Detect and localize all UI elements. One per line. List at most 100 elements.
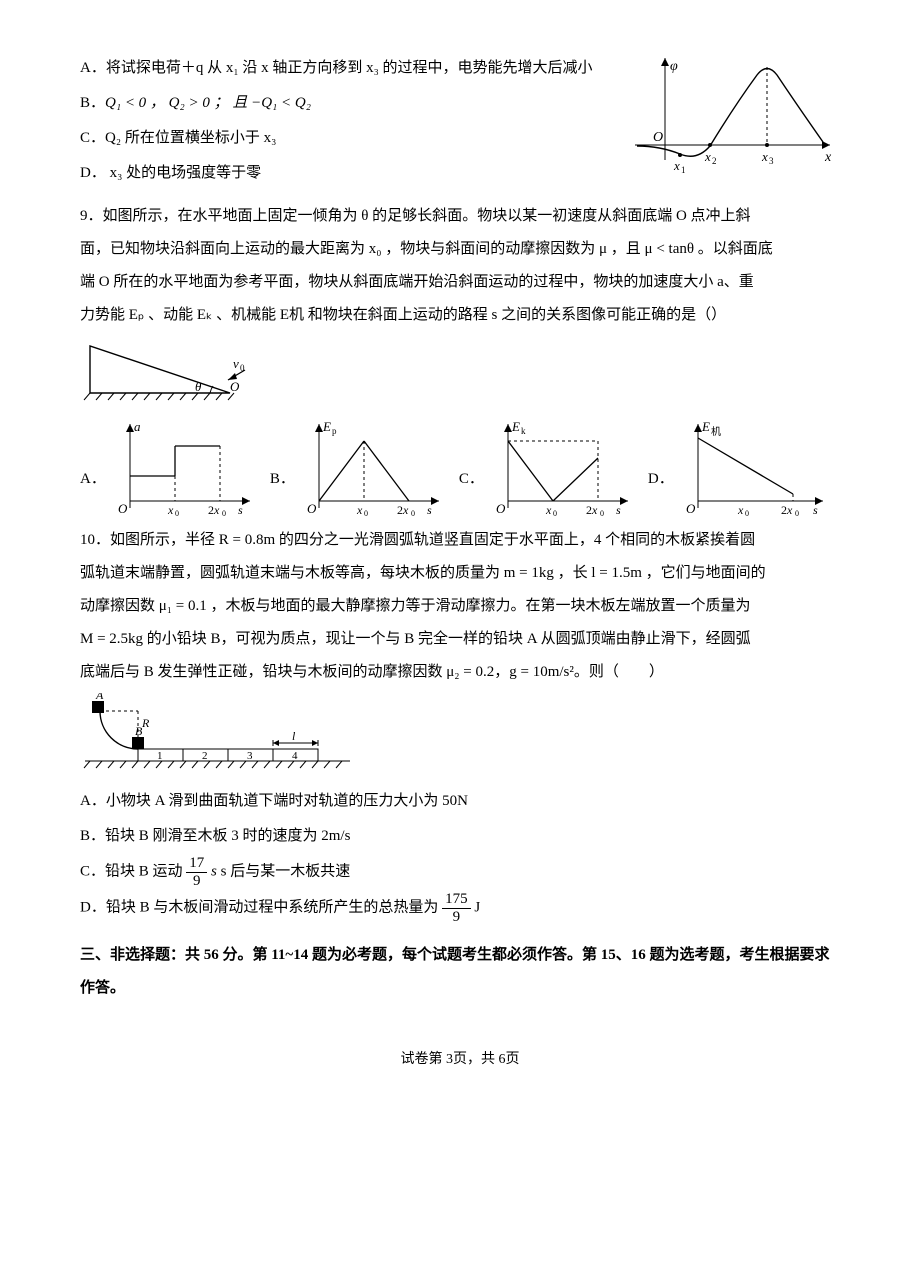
svg-text:s: s: [616, 503, 621, 516]
q9-choice-b: B． O Ep x0 2x0 s: [270, 416, 449, 516]
svg-text:p: p: [332, 426, 337, 436]
q10c-post: s 后与某一木板共速: [217, 863, 350, 879]
q10d-d: 9: [442, 909, 471, 926]
svg-text:0: 0: [795, 509, 799, 516]
q9-s4: 力势能 Eₚ 、动能 Eₖ 、机械能 E机 和物块在斜面上运动的路程 s 之间的…: [80, 299, 840, 332]
svg-text:0: 0: [553, 509, 557, 516]
q8-c-math: Q₂ 所在位置横坐标小于 x₃: [105, 130, 276, 146]
q8-opt-a: A．将试探电荷＋q 从 x₁ 沿 x 轴正方向移到 x₃ 的过程中，电势能先增大…: [80, 52, 625, 85]
q10c-frac: 179: [186, 855, 207, 889]
svg-text:0: 0: [600, 509, 604, 516]
q8-d-math: x₃ 处的电场强度等于零: [106, 165, 261, 181]
svg-text:E: E: [322, 419, 331, 434]
svg-text:2: 2: [202, 750, 208, 762]
q10-s5: 底端后与 B 发生弹性正碰，铅块与木板间的动摩擦因数 μ₂ = 0.2，g = …: [80, 656, 840, 689]
q8-d-pre: D．: [80, 165, 106, 181]
q8-opt-b: B．Q₁ < 0 ， Q₂ > 0 ； 且 −Q₁ < Q₂: [80, 87, 625, 120]
svg-text:R: R: [141, 716, 150, 730]
q8-opt-c: C．Q₂ 所在位置横坐标小于 x₃: [80, 122, 625, 155]
svg-text:机: 机: [711, 425, 721, 438]
svg-text:φ: φ: [670, 59, 678, 74]
q10c-pre: C．铅块 B 运动: [80, 863, 183, 879]
q10-opt-a: A．小物块 A 滑到曲面轨道下端时对轨道的压力大小为 50N: [80, 785, 840, 818]
page-footer: 试卷第 3页，共 6页: [80, 1045, 840, 1076]
svg-text:A: A: [95, 693, 104, 702]
svg-text:0: 0: [222, 509, 226, 516]
svg-text:0: 0: [364, 509, 368, 516]
q10d-pre: D．铅块 B 与木板间滑动过程中系统所产生的总热量为: [80, 899, 438, 915]
svg-text:0: 0: [240, 363, 245, 373]
q10c-n: 17: [186, 855, 207, 873]
q10-stem: 10．如图所示，半径 R = 0.8m 的四分之一光滑圆弧轨道竖直固定于水平面上…: [80, 524, 840, 689]
svg-text:s: s: [427, 503, 432, 516]
svg-text:1: 1: [681, 165, 686, 175]
q8-b-math: Q₁ < 0 ， Q₂ > 0 ； 且 −Q₁ < Q₂: [105, 95, 311, 111]
svg-text:x: x: [761, 149, 768, 164]
svg-text:O: O: [118, 501, 128, 516]
q8-opt-d: D． x₃ 处的电场强度等于零: [80, 157, 625, 190]
q9-lc: C．: [459, 463, 484, 516]
svg-text:2x: 2x: [586, 503, 598, 516]
svg-text:O: O: [496, 501, 506, 516]
q9-ld: D．: [648, 463, 674, 516]
q9-s2: 面，已知物块沿斜面向上运动的最大距离为 x₀ ，物块与斜面间的动摩擦因数为 μ …: [80, 233, 840, 266]
q10-diagram: A R B 1 2 3 4 l: [80, 693, 840, 781]
svg-text:1: 1: [157, 750, 163, 762]
svg-text:x: x: [704, 149, 711, 164]
svg-text:l: l: [292, 729, 296, 743]
svg-text:4: 4: [292, 750, 298, 762]
svg-text:0: 0: [411, 509, 415, 516]
q10-s2: 弧轨道末端静置，圆弧轨道末端与木板等高，每块木板的质量为 m = 1kg ，长 …: [80, 557, 840, 590]
svg-text:2x: 2x: [208, 503, 220, 516]
q8-block: A．将试探电荷＋q 从 x₁ 沿 x 轴正方向移到 x₃ 的过程中，电势能先增大…: [80, 50, 840, 192]
q10d-post: J: [474, 899, 480, 915]
svg-text:E: E: [701, 419, 710, 434]
svg-text:k: k: [521, 426, 526, 436]
svg-text:2: 2: [712, 156, 717, 166]
svg-text:x: x: [545, 503, 552, 516]
q10-opt-d: D．铅块 B 与木板间滑动过程中系统所产生的总热量为 1759 J: [80, 891, 840, 925]
svg-text:O: O: [653, 130, 663, 145]
q9-choice-a: A． O a x0 2x0 s: [80, 416, 260, 516]
q9-la: A．: [80, 463, 106, 516]
q9-incline-diagram: θ v0 O: [80, 338, 840, 408]
svg-text:O: O: [686, 501, 696, 516]
q8-b-pre: B．: [80, 95, 105, 111]
q9-stem: 9．如图所示，在水平地面上固定一倾角为 θ 的足够长斜面。物块以某一初速度从斜面…: [80, 200, 840, 332]
svg-text:0: 0: [745, 509, 749, 516]
svg-text:x: x: [356, 503, 363, 516]
q8-c-pre: C．: [80, 130, 105, 146]
svg-text:x: x: [167, 503, 174, 516]
svg-text:3: 3: [769, 156, 774, 166]
svg-text:O: O: [307, 501, 317, 516]
q10-s3: 动摩擦因数 μ₁ = 0.1 ，木板与地面的最大静摩擦力等于滑动摩擦力。在第一块…: [80, 590, 840, 623]
svg-text:E: E: [511, 419, 520, 434]
q9-choice-c: C． O Ek x0 2x0 s: [459, 416, 638, 516]
svg-text:2x: 2x: [397, 503, 409, 516]
svg-text:B: B: [135, 724, 143, 738]
q10-opt-c: C．铅块 B 运动 179 s s 后与某一木板共速: [80, 855, 840, 889]
svg-text:s: s: [813, 503, 818, 516]
q9-choice-d: D． O E机 x0 2x0 s: [648, 416, 833, 516]
svg-text:x: x: [824, 150, 832, 165]
svg-text:x: x: [737, 503, 744, 516]
section-3-heading: 三、非选择题：共 56 分。第 11~14 题为必考题，每个试题考生都必须作答。…: [80, 939, 840, 1005]
q10-s4: M = 2.5kg 的小铅块 B，可视为质点，现让一个与 B 完全一样的铅块 A…: [80, 623, 840, 656]
q8-graph: φ O x1 x2 x3 x: [625, 50, 840, 180]
svg-text:O: O: [230, 379, 240, 394]
svg-text:x: x: [673, 158, 680, 173]
q10-s1: 10．如图所示，半径 R = 0.8m 的四分之一光滑圆弧轨道竖直固定于水平面上…: [80, 524, 840, 557]
svg-text:0: 0: [175, 509, 179, 516]
q10d-n: 175: [442, 891, 471, 909]
svg-text:2x: 2x: [781, 503, 793, 516]
svg-text:v: v: [233, 356, 239, 371]
svg-text:3: 3: [247, 750, 253, 762]
svg-text:θ: θ: [195, 379, 202, 394]
q10-opt-b: B．铅块 B 刚滑至木板 3 时的速度为 2m/s: [80, 820, 840, 853]
svg-text:a: a: [134, 419, 141, 434]
q9-s1: 9．如图所示，在水平地面上固定一倾角为 θ 的足够长斜面。物块以某一初速度从斜面…: [80, 200, 840, 233]
q9-choices: A． O a x0 2x0 s B． O Ep x0: [80, 416, 840, 516]
q9-s3: 端 O 所在的水平地面为参考平面，物块从斜面底端开始沿斜面运动的过程中，物块的加…: [80, 266, 840, 299]
q10d-frac: 1759: [442, 891, 471, 925]
q10c-d: 9: [186, 873, 207, 890]
